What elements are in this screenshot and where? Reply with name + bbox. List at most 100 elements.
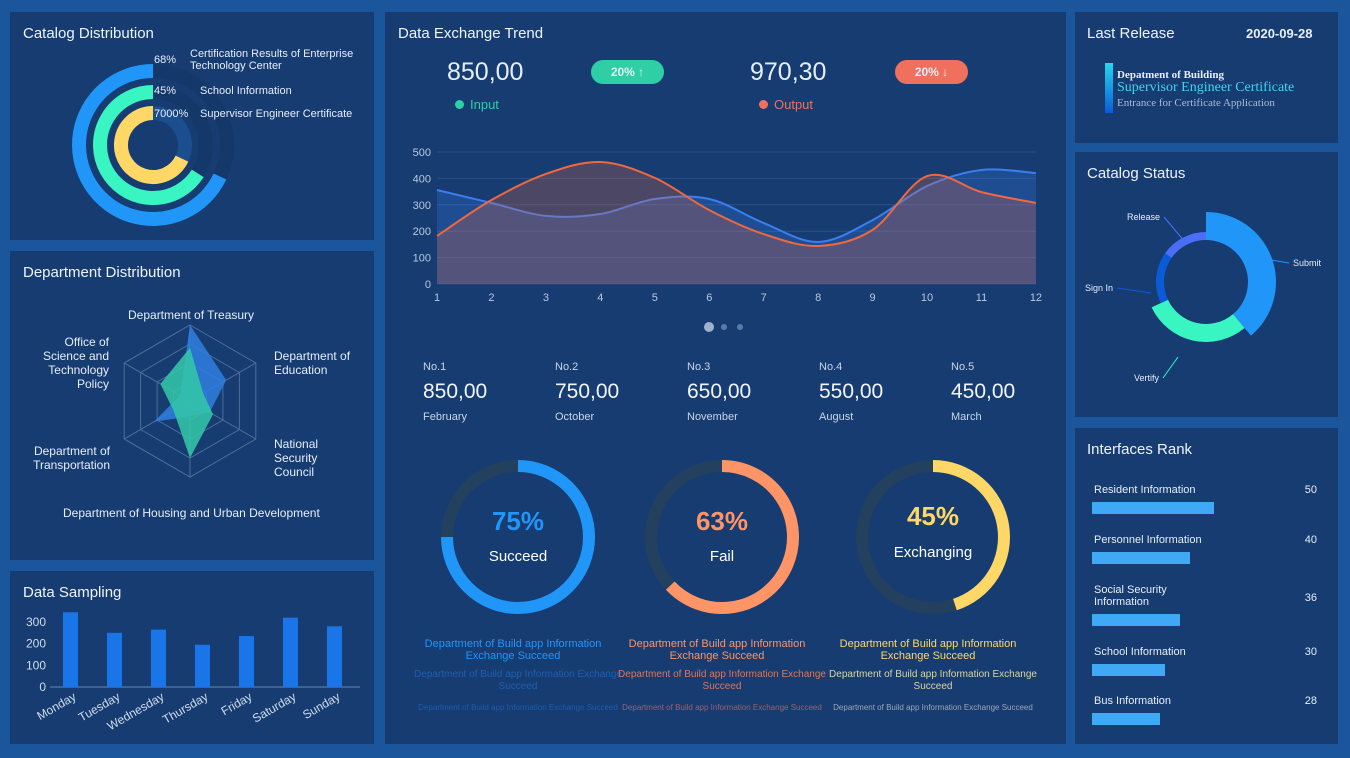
- pie-label: Release: [1127, 212, 1160, 222]
- interface-label: Social Security Information: [1094, 584, 1167, 608]
- x-tick-label: 2: [488, 292, 494, 304]
- panel-title: Department Distribution: [23, 264, 181, 281]
- release-dept: Depatment of Building: [1117, 69, 1224, 81]
- series-area: [437, 169, 1036, 284]
- interface-bar: [1092, 502, 1214, 514]
- bar: [151, 629, 166, 687]
- interface-bar: [1092, 664, 1166, 676]
- rank-no: No.4: [819, 361, 843, 373]
- input-value: 850,00: [447, 58, 524, 86]
- series-line: [436, 161, 1037, 247]
- rank-value: 750,00: [555, 380, 620, 403]
- series-area: [437, 161, 1036, 284]
- gauge-label: Exchanging: [893, 544, 973, 561]
- x-tick-label: Thursday: [160, 689, 210, 726]
- catalog-status-panel: Catalog Status Submit Vertify Sign In Relea…: [1075, 152, 1338, 417]
- interface-bar: [1092, 552, 1190, 564]
- ring-arc: [72, 64, 227, 226]
- output-badge: 20% ↓: [895, 60, 968, 84]
- pie-leader-line: [1163, 216, 1186, 243]
- rank-month: March: [951, 411, 982, 423]
- gauge-caption-2: Department of Build app Information Exch…: [829, 669, 1037, 692]
- interface-value: 30: [1304, 646, 1317, 658]
- x-tick-label: 6: [706, 292, 712, 304]
- interface-label: Personnel Information: [1094, 534, 1202, 546]
- x-tick-label: 9: [870, 292, 876, 304]
- interface-value: 50: [1304, 484, 1317, 496]
- rank-value: 850,00: [423, 380, 488, 403]
- x-tick-label: 11: [976, 292, 987, 304]
- last-release-panel: Last Release 2020-09-28 Depatment of Bui…: [1075, 12, 1338, 143]
- interface-bar: [1092, 614, 1180, 626]
- interface-value: 36: [1304, 592, 1317, 604]
- release-cert-link[interactable]: Supervisor Engineer Certificate: [1117, 80, 1295, 95]
- rose-pie-chart: Submit Vertify Sign In Release: [1085, 212, 1322, 383]
- rank-month: November: [687, 411, 738, 423]
- input-label: Input: [470, 97, 499, 112]
- ring-arc: [93, 85, 204, 205]
- pie-label: Sign In: [1085, 283, 1113, 293]
- x-tick-label: Saturday: [250, 689, 299, 725]
- input-badge: 20% ↑: [591, 60, 664, 84]
- output-legend: Output: [759, 97, 813, 112]
- pager-dot[interactable]: [737, 324, 743, 330]
- department-distribution-panel: Department Distribution Department of Tr…: [10, 251, 374, 560]
- gauge-caption-3: Department of Build app Information Exch…: [622, 703, 822, 712]
- radar-axis-label: Department of Housing and Urban Developm…: [63, 506, 320, 520]
- gauge-percent: 75%: [491, 506, 545, 536]
- rank-month: February: [423, 411, 468, 423]
- x-tick-label: 1: [434, 292, 440, 304]
- rank-value: 650,00: [687, 380, 752, 403]
- output-dot-icon: [759, 100, 768, 109]
- interface-label: Resident Information: [1094, 484, 1196, 496]
- rank-no: No.1: [423, 361, 447, 373]
- y-tick-label: 200: [413, 226, 431, 238]
- radar-series: [160, 347, 214, 458]
- data-sampling-panel: Data Sampling 0 100 200 300 Monday Tuesday Wed…: [10, 571, 374, 744]
- x-tick-label: 5: [652, 292, 658, 304]
- cat-pct-1: 68%: [154, 54, 177, 66]
- interface-label: School Information: [1094, 646, 1186, 658]
- pie-label: Vertify: [1134, 373, 1160, 383]
- interfaces-rank-panel: Interfaces Rank Resident Information 50 Pe…: [1075, 428, 1338, 744]
- gauge-caption-2: Department of Build app Information Exch…: [618, 669, 826, 692]
- gauge-arc: [932, 460, 1010, 611]
- radar-axis-label: National Security Council: [274, 437, 319, 479]
- gauge-percent: 63%: [695, 506, 749, 536]
- x-tick-label: Monday: [35, 689, 79, 722]
- x-tick-label: 10: [921, 292, 933, 304]
- y-tick-label: 200: [26, 637, 46, 651]
- release-date: 2020-09-28: [1246, 26, 1313, 41]
- rank-no: No.5: [951, 361, 975, 373]
- gauge-label: Fail: [709, 548, 735, 565]
- radar-chart: [123, 324, 257, 478]
- panel-title: Data Exchange Trend: [398, 25, 544, 42]
- bar: [283, 617, 298, 687]
- bar: [327, 626, 342, 687]
- pie-slice: [1165, 232, 1206, 258]
- interface-value: 28: [1304, 695, 1317, 707]
- input-legend: Input: [455, 97, 499, 112]
- y-tick-label: 0: [425, 279, 431, 291]
- gauge-caption-2: Department of Build app Information Exch…: [414, 669, 622, 692]
- bar: [195, 644, 210, 687]
- pie-slice: [1206, 212, 1276, 336]
- cat-label-2: School Information: [200, 85, 292, 97]
- release-entrance-link[interactable]: Entrance for Certificate Application: [1117, 97, 1275, 109]
- x-tick-label: Sunday: [300, 689, 342, 721]
- pie-slice: [1151, 299, 1245, 342]
- cat-label-1: Certification Results of Enterprise Tech…: [190, 48, 354, 72]
- rank-month: October: [555, 411, 595, 423]
- radar-axis-label: Office of Science and Technology Policy: [42, 335, 109, 391]
- x-tick-label: 4: [597, 292, 603, 304]
- gauge-caption-1: Department of Build app Information Exch…: [628, 638, 806, 662]
- y-tick-label: 300: [413, 200, 431, 212]
- pager-dot-active[interactable]: [704, 322, 714, 332]
- gauge-caption-3: Department of Build app Information Exch…: [833, 703, 1033, 712]
- pager-dot[interactable]: [721, 324, 727, 330]
- x-tick-label: 8: [815, 292, 821, 304]
- ring-arc: [114, 106, 189, 184]
- radar-axis-label: Department of Education: [274, 349, 351, 377]
- x-tick-label: 12: [1030, 292, 1042, 304]
- y-tick-label: 500: [413, 147, 431, 159]
